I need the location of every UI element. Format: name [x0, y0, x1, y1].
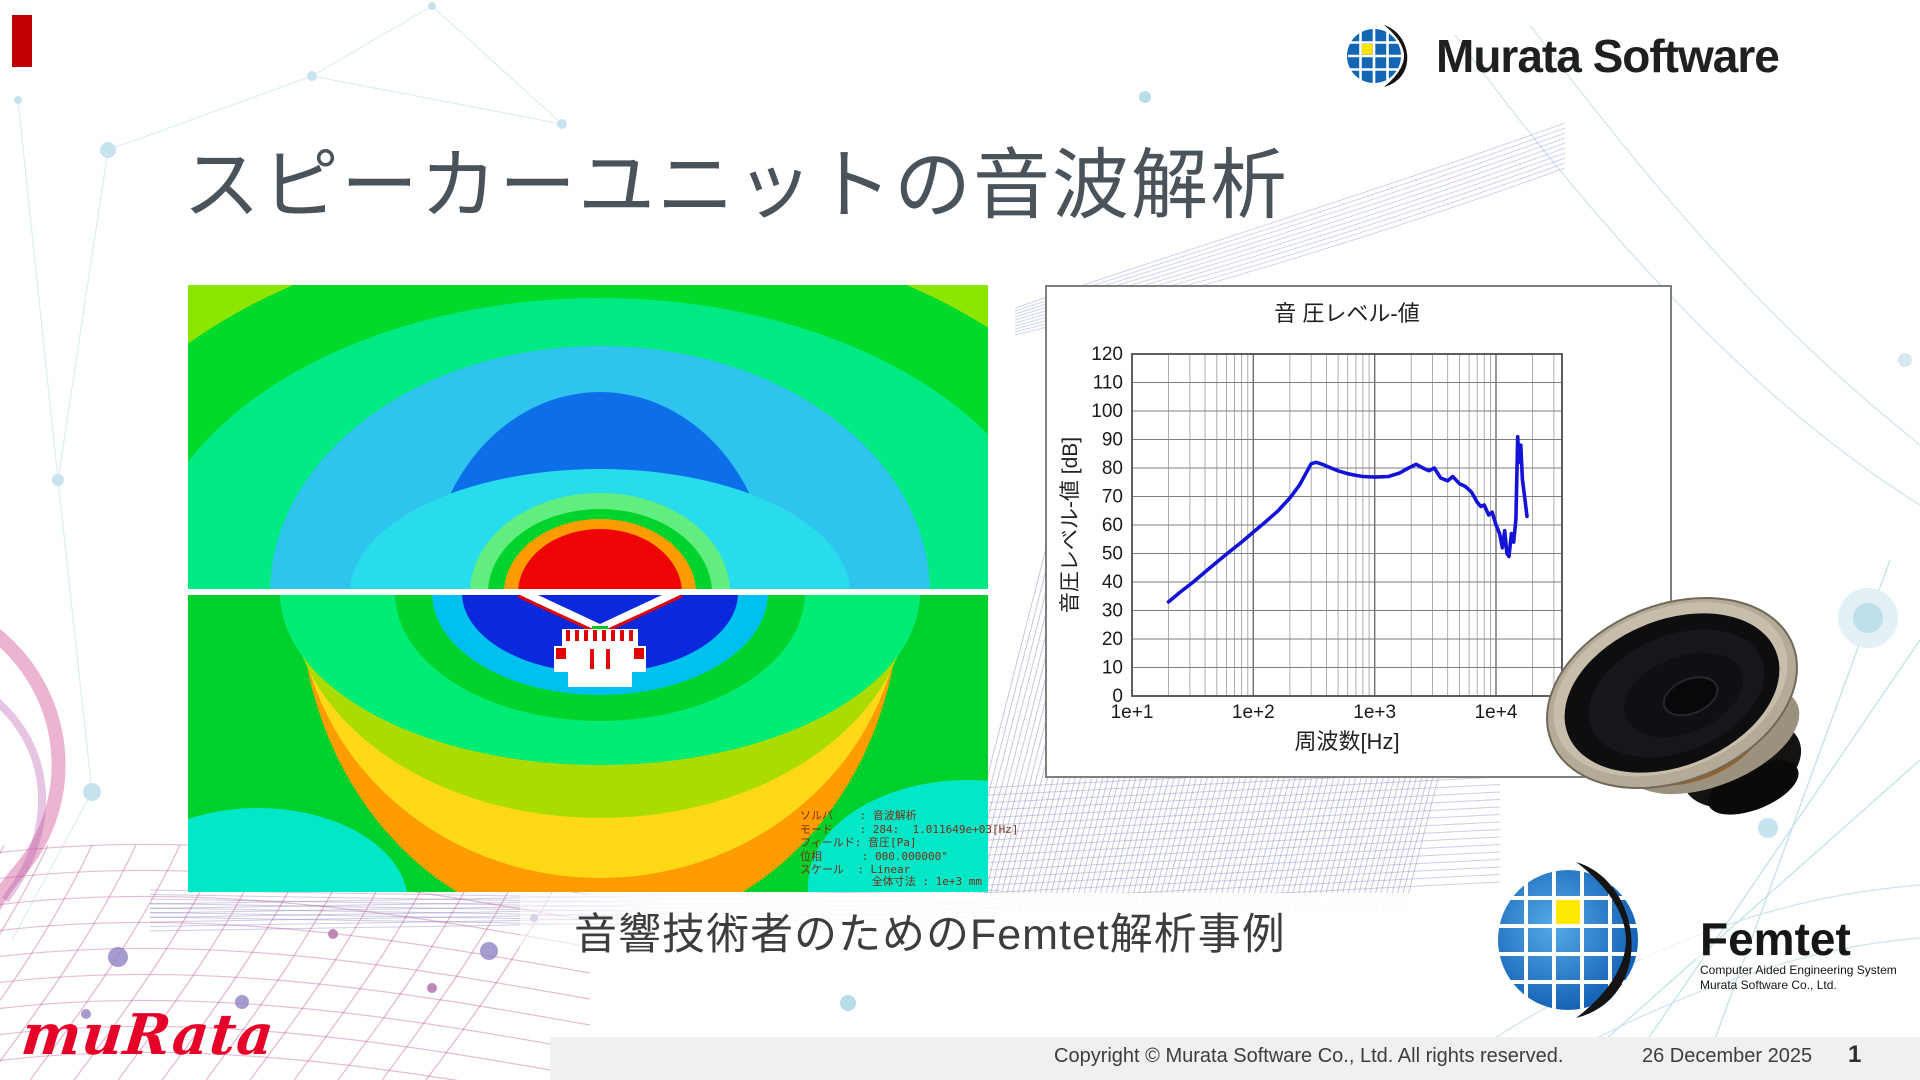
pink-ribbon — [0, 629, 66, 911]
slide-date: 26 December 2025 — [1642, 1045, 1813, 1067]
murata-logo: muRata — [18, 1002, 278, 1068]
purple-nodes — [81, 914, 538, 1019]
spl-frequency-chart: 0 10 20 30 40 50 60 70 80 90 100 110 120 1e+1 1e+2 1e+3… — [1059, 301, 1563, 754]
y-tick-label: 0 — [1112, 686, 1123, 707]
page-title: スピーカーユニットの音波解析 — [183, 143, 1289, 229]
murata-globe-icon — [1347, 25, 1408, 87]
footer-band — [550, 1037, 1920, 1080]
simulation-legend: ソルバ : 音波解析 モード : 284: 1.011649e+03[Hz] フ… — [800, 809, 1019, 876]
spl-curve — [1166, 434, 1529, 604]
y-tick-label: 40 — [1102, 572, 1123, 593]
y-tick-label: 50 — [1102, 544, 1123, 565]
x-tick-label: 1e+2 — [1232, 702, 1275, 723]
y-tick-label: 10 — [1102, 658, 1123, 679]
murata-software-logo: Murata Software — [1340, 18, 1780, 94]
page-number: 1 — [1848, 1041, 1862, 1068]
network-node — [1898, 353, 1912, 367]
y-tick-label: 70 — [1102, 487, 1123, 508]
y-tick-label: 30 — [1102, 601, 1123, 622]
network-node — [1853, 603, 1883, 633]
x-tick-label: 1e+4 — [1475, 702, 1518, 723]
network-lines-left — [11, 5, 563, 941]
femtet-caption-line2: Murata Software Co., Ltd. — [1700, 978, 1837, 992]
network-node — [1758, 818, 1778, 838]
corner-accent-tab — [12, 15, 32, 67]
y-tick-label: 20 — [1102, 629, 1123, 650]
speaker-cross-section — [517, 594, 683, 687]
femtet-caption: Computer Aided Engineering System Murata… — [1700, 963, 1897, 993]
femtet-logo-text: Femtet — [1700, 913, 1851, 965]
chart-ylabel: 音圧レベル-値 [dB] — [1059, 437, 1082, 613]
copyright-text: Copyright © Murata Software Co., Ltd. Al… — [1054, 1045, 1564, 1067]
brand-name: Murata Software — [1436, 30, 1780, 82]
chart-title: 音 圧レベル-値 — [1274, 301, 1419, 326]
subtitle: 音響技術者のためのFemtet解析事例 — [574, 911, 1286, 959]
y-tick-label: 120 — [1091, 344, 1123, 365]
y-tick-label: 110 — [1093, 373, 1123, 394]
simulation-size-note: 全体寸法 : 1e+3 mm — [871, 875, 982, 888]
y-tick-label: 100 — [1091, 401, 1123, 422]
network-nodes-left — [14, 2, 1151, 1011]
baffle-line — [188, 589, 988, 595]
chart-xlabel: 周波数[Hz] — [1294, 729, 1399, 754]
femtet-caption-line1: Computer Aided Engineering System — [1700, 963, 1897, 977]
x-tick-label: 1e+1 — [1111, 702, 1154, 723]
y-tick-label: 60 — [1102, 515, 1123, 536]
x-tick-label: 1e+3 — [1353, 702, 1396, 723]
femtet-globe-icon — [1498, 862, 1638, 1018]
speaker-driver-image — [1546, 596, 1802, 815]
y-tick-label: 90 — [1102, 430, 1123, 451]
simulation-contour-art — [188, 285, 988, 892]
acoustic-simulation-image: ソルバ : 音波解析 モード : 284: 1.011649e+03[Hz] フ… — [188, 285, 1018, 892]
y-tick-label: 80 — [1102, 458, 1123, 479]
